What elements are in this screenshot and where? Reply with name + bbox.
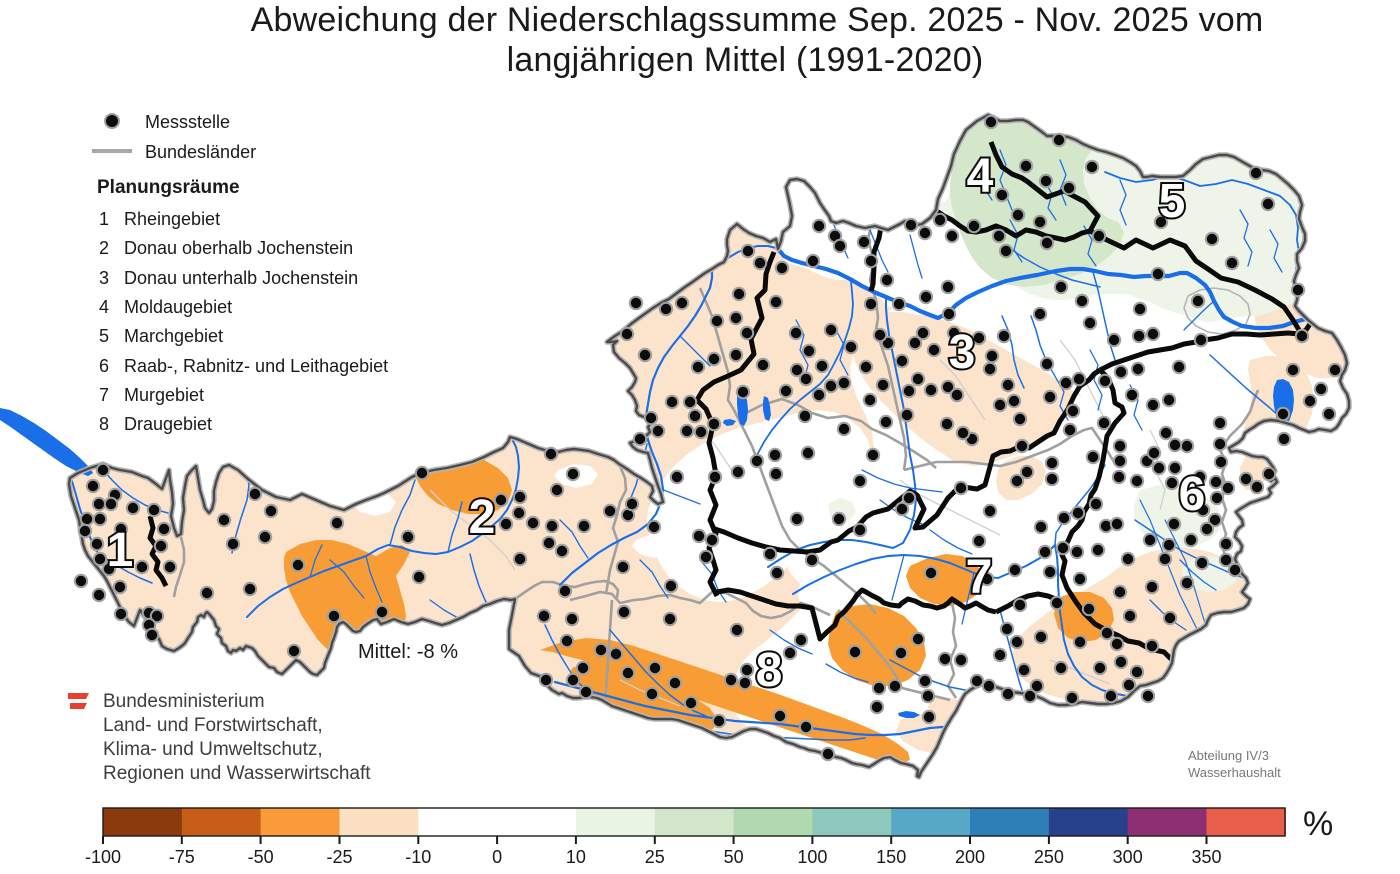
svg-text:150: 150 (876, 847, 906, 867)
svg-text:3: 3 (949, 326, 976, 379)
svg-text:7: 7 (966, 551, 993, 604)
svg-text:Bundesministerium: Bundesministerium (103, 691, 265, 712)
svg-text:1: 1 (107, 524, 134, 577)
svg-text:Klima- und Umweltschutz,: Klima- und Umweltschutz, (103, 739, 323, 760)
svg-text:50: 50 (724, 847, 744, 867)
svg-text:Mittel: -8 %: Mittel: -8 % (358, 641, 458, 663)
svg-text:Wasserhaushalt: Wasserhaushalt (1188, 765, 1281, 780)
svg-text:Moldaugebiet: Moldaugebiet (124, 297, 232, 317)
svg-text:Planungsräume: Planungsräume (97, 177, 240, 198)
svg-text:Donau unterhalb Jochenstein: Donau unterhalb Jochenstein (124, 268, 358, 288)
svg-text:Draugebiet: Draugebiet (124, 414, 212, 434)
svg-text:2: 2 (469, 491, 496, 544)
svg-text:Marchgebiet: Marchgebiet (124, 326, 223, 346)
svg-text:10: 10 (566, 847, 586, 867)
svg-text:7: 7 (99, 385, 109, 405)
svg-text:Donau oberhalb Jochenstein: Donau oberhalb Jochenstein (124, 238, 353, 258)
svg-text:3: 3 (99, 268, 109, 288)
svg-text:Regionen und Wasserwirtschaft: Regionen und Wasserwirtschaft (103, 763, 371, 784)
svg-text:Abteilung IV/3: Abteilung IV/3 (1188, 748, 1269, 763)
svg-text:2: 2 (99, 238, 109, 258)
svg-text:1: 1 (99, 209, 109, 229)
svg-text:langjährigen Mittel (1991-2020: langjährigen Mittel (1991-2020) (507, 41, 984, 79)
svg-text:Murgebiet: Murgebiet (124, 385, 204, 405)
svg-text:200: 200 (955, 847, 985, 867)
svg-text:5: 5 (99, 326, 109, 346)
svg-text:6: 6 (99, 356, 109, 376)
svg-text:300: 300 (1113, 847, 1143, 867)
svg-text:4: 4 (99, 297, 109, 317)
svg-text:Bundesländer: Bundesländer (145, 142, 256, 162)
svg-text:6: 6 (1179, 468, 1206, 521)
svg-text:Raab-, Rabnitz- und Leithagebi: Raab-, Rabnitz- und Leithagebiet (124, 356, 388, 376)
svg-text:25: 25 (645, 847, 665, 867)
svg-text:Rheingebiet: Rheingebiet (124, 209, 220, 229)
svg-text:-50: -50 (248, 847, 274, 867)
svg-text:-10: -10 (405, 847, 431, 867)
svg-text:Messstelle: Messstelle (145, 112, 230, 132)
svg-text:%: % (1303, 805, 1333, 843)
svg-text:8: 8 (99, 414, 109, 434)
svg-text:Land- und Forstwirtschaft,: Land- und Forstwirtschaft, (103, 715, 323, 736)
svg-text:250: 250 (1034, 847, 1064, 867)
svg-text:Abweichung der Niederschlagssu: Abweichung der Niederschlagssumme Sep. 2… (251, 1, 1264, 39)
svg-text:-100: -100 (85, 847, 121, 867)
svg-text:-25: -25 (326, 847, 352, 867)
svg-text:4: 4 (967, 150, 994, 203)
svg-text:350: 350 (1191, 847, 1221, 867)
svg-text:0: 0 (492, 847, 502, 867)
svg-text:100: 100 (797, 847, 827, 867)
svg-text:5: 5 (1159, 175, 1186, 228)
svg-text:8: 8 (756, 644, 783, 697)
svg-text:-75: -75 (169, 847, 195, 867)
